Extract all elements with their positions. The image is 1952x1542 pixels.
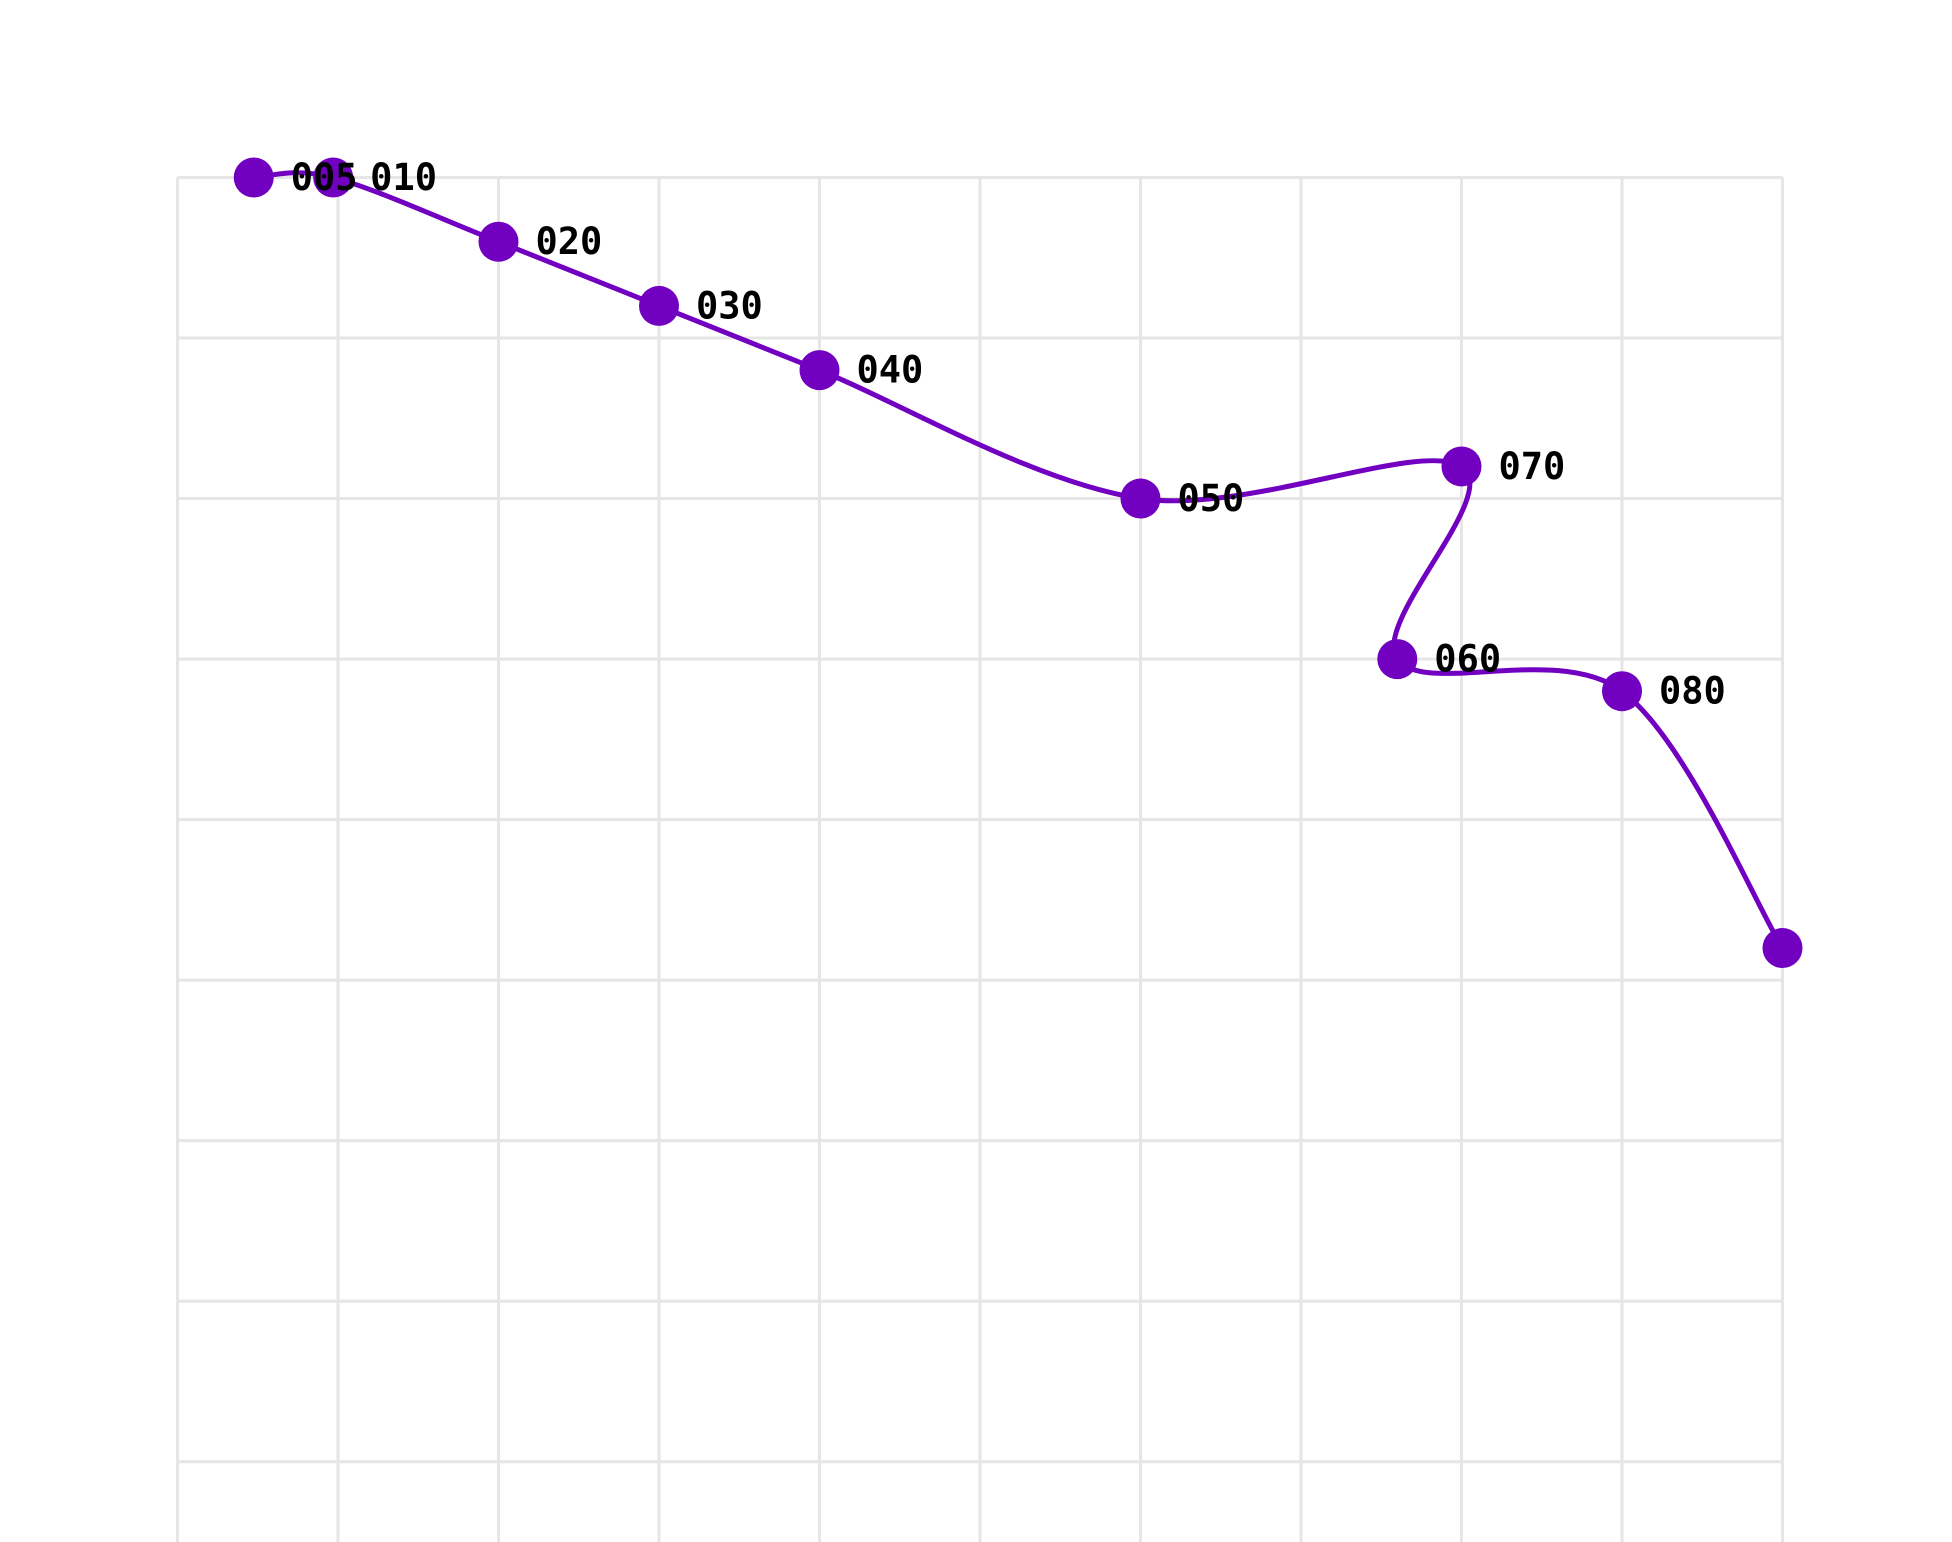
point-label: 080 <box>1659 670 1726 713</box>
point <box>1602 671 1642 712</box>
point-label: 070 <box>1499 445 1566 488</box>
point-label: 040 <box>857 349 924 392</box>
point-label: 005 <box>291 156 358 199</box>
point <box>1377 639 1418 680</box>
point-label: 020 <box>536 220 603 263</box>
line <box>253 170 1785 950</box>
point <box>1441 446 1482 487</box>
point <box>1762 928 1803 969</box>
point <box>233 157 274 198</box>
point <box>478 221 519 262</box>
point <box>639 285 679 326</box>
point-label: 030 <box>696 284 763 327</box>
point-label: 060 <box>1434 638 1501 681</box>
point <box>313 157 354 198</box>
point <box>799 350 840 391</box>
point <box>1120 478 1161 519</box>
point-label: 050 <box>1178 477 1245 520</box>
point-label: 010 <box>370 156 437 199</box>
